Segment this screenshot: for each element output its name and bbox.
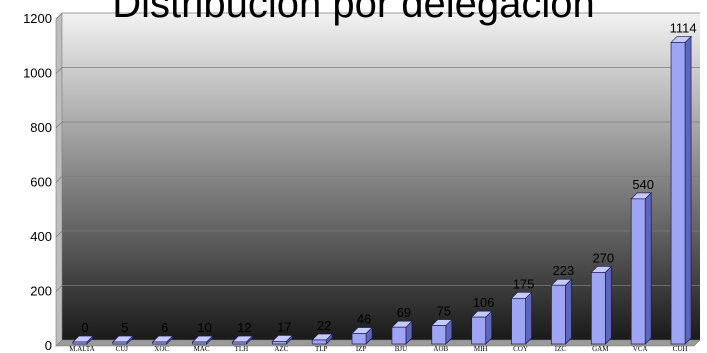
- x-tick-label: GAM: [592, 345, 609, 353]
- gridline-wall: [55, 285, 63, 292]
- plot-floor: [55, 339, 701, 347]
- bar: [311, 339, 327, 345]
- data-label: 12: [237, 320, 251, 335]
- bar: [511, 297, 526, 345]
- y-tick-label: 0: [45, 338, 52, 353]
- y-tick-label: 1000: [23, 66, 52, 81]
- data-label: 75: [437, 304, 451, 319]
- data-label: 46: [357, 311, 371, 326]
- gridline-wall: [55, 121, 63, 129]
- x-tick-label: TLP: [315, 345, 328, 353]
- bar-side: [525, 291, 532, 345]
- x-tick-label: CUJ: [116, 345, 129, 353]
- gridline-wall: [55, 230, 63, 238]
- x-tick-label: MAC: [194, 345, 210, 353]
- x-tick-label: IZC: [555, 345, 567, 353]
- y-tick-label: 200: [30, 284, 52, 299]
- y-tick-label: 1200: [23, 11, 52, 26]
- y-tick-label: 600: [30, 175, 52, 190]
- x-tick-label: MIH: [474, 345, 488, 353]
- bar: [431, 325, 447, 345]
- bar-side: [565, 278, 572, 345]
- bar: [590, 272, 606, 345]
- bar: [112, 341, 128, 345]
- data-label: 106: [473, 295, 495, 310]
- data-label: 0: [81, 320, 88, 335]
- x-tick-label: COY: [513, 345, 528, 353]
- gridline-wall: [55, 12, 63, 20]
- bar-side: [684, 35, 692, 345]
- y-tick-label: 400: [30, 229, 52, 244]
- data-label: 175: [513, 276, 535, 291]
- bar: [351, 333, 367, 345]
- data-label: 69: [397, 305, 411, 320]
- bar: [192, 341, 207, 345]
- data-label: 5: [121, 320, 128, 335]
- data-label: 540: [632, 177, 654, 192]
- x-tick-label: M.ALTA: [69, 345, 94, 353]
- y-tick-label: 800: [30, 120, 52, 135]
- x-tick-label: CUH: [673, 345, 688, 353]
- data-label: 10: [197, 320, 211, 335]
- data-label: 223: [553, 263, 575, 278]
- x-tick-label: AOB: [433, 345, 448, 353]
- gridline-wall: [55, 176, 63, 183]
- bar: [271, 341, 287, 345]
- x-tick-label: XOC: [154, 345, 169, 353]
- x-tick-label: VCA: [633, 345, 648, 353]
- bar: [72, 341, 88, 345]
- x-tick-label: BJU: [395, 345, 407, 353]
- x-tick-label: TLH: [235, 345, 249, 353]
- x-tick-label: IZP: [356, 345, 367, 353]
- data-label: 17: [277, 319, 291, 334]
- bar: [152, 341, 168, 345]
- data-label: 270: [592, 250, 614, 265]
- data-label: 6: [161, 320, 168, 335]
- bar: [551, 284, 566, 345]
- chart-title: Distribución por delegación: [112, 0, 595, 26]
- bar-side: [604, 265, 612, 345]
- bar: [471, 316, 487, 345]
- gridline-wall: [55, 67, 63, 74]
- bar: [232, 341, 247, 345]
- bar: [630, 198, 646, 345]
- bar: [391, 326, 407, 345]
- data-label: 1114: [670, 20, 697, 35]
- bar: [670, 42, 686, 345]
- bar-side: [644, 192, 652, 345]
- data-label: 22: [317, 318, 331, 333]
- x-tick-label: AZC: [274, 345, 288, 353]
